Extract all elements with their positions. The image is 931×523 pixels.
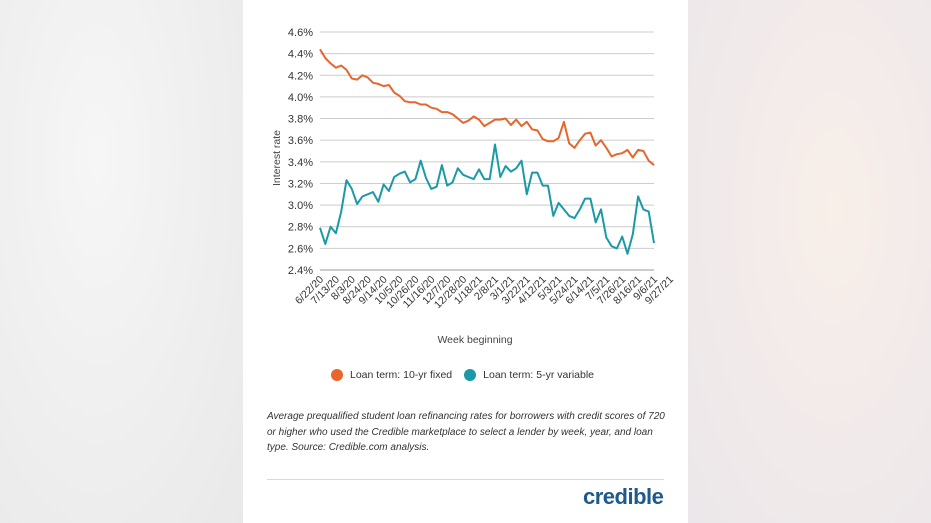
legend-dot-orange: [331, 369, 343, 381]
y-tick-label: 4.0%: [288, 92, 313, 104]
legend-label-5yr: Loan term: 5-yr variable: [483, 369, 595, 381]
y-tick-label: 3.6%: [288, 135, 313, 147]
legend-label-10yr: Loan term: 10-yr fixed: [350, 369, 453, 381]
y-tick-label: 4.4%: [288, 49, 313, 61]
credible-logo: credible: [583, 484, 664, 509]
background-blur-right: [688, 0, 931, 523]
y-tick-label: 4.6%: [288, 27, 313, 39]
y-tick-label: 3.0%: [288, 200, 313, 212]
x-axis-title: Week beginning: [437, 334, 512, 346]
y-tick-label: 3.8%: [288, 114, 313, 126]
y-tick-label: 4.2%: [288, 70, 313, 82]
divider: [267, 479, 664, 480]
legend: Loan term: 10-yr fixed Loan term: 5-yr v…: [331, 369, 606, 381]
y-axis-title: Interest rate: [271, 130, 283, 186]
background-blur-left: [0, 0, 243, 523]
series-line-5yr-variable: [319, 143, 655, 255]
y-tick-label: 2.4%: [288, 265, 313, 277]
y-tick-label: 3.4%: [288, 157, 313, 169]
y-tick-label: 2.6%: [288, 243, 313, 255]
y-tick-label: 2.8%: [288, 222, 313, 234]
series-line-10yr-fixed: [319, 48, 655, 166]
chart-card: [243, 0, 687, 523]
chart-caption: Average prequalified student loan refina…: [267, 411, 665, 453]
y-axis-ticks: 4.6% 4.4% 4.2% 4.0% 3.8% 3.6% 3.4% 3.2% 3.0% 2.8%…: [288, 27, 313, 277]
y-tick-label: 3.2%: [288, 178, 313, 190]
legend-dot-teal: [464, 369, 477, 381]
series-lines: [319, 48, 655, 255]
x-axis-ticks: 6/22/207/13/208/3/208/24/209/14/2010/5/2…: [293, 274, 676, 312]
legend-item-10yr: Loan term: 10-yr fixed: [331, 369, 452, 381]
legend-item-5yr: Loan term: 5-yr variable: [464, 369, 594, 381]
grid-lines: [320, 31, 654, 271]
